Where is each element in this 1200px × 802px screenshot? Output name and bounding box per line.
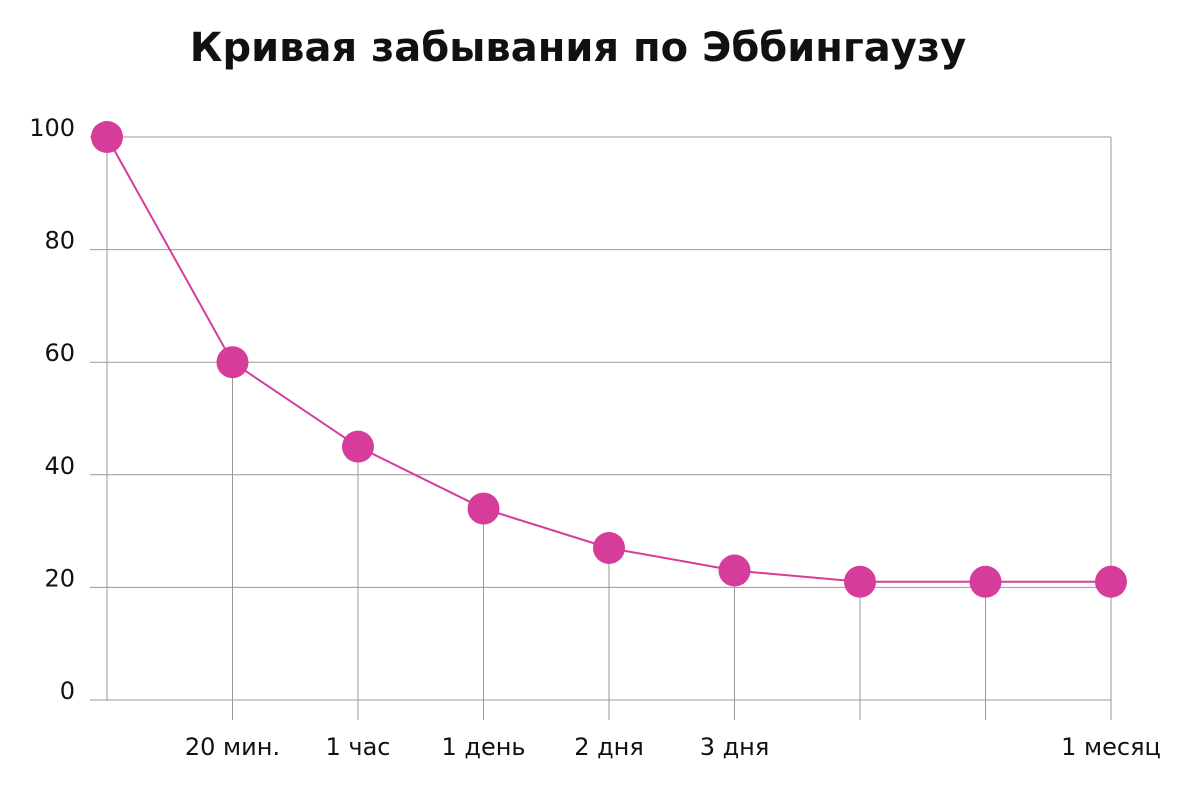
y-tick-label: 100 (29, 114, 75, 142)
x-tick-label: 2 дня (574, 733, 644, 761)
y-tick-label: 20 (44, 564, 75, 592)
x-tick-label: 3 дня (700, 733, 770, 761)
point (91, 121, 123, 153)
point (1095, 565, 1127, 598)
point (467, 492, 500, 525)
point (844, 565, 876, 598)
point (969, 565, 1002, 598)
point (216, 346, 249, 379)
line (106, 136, 1111, 583)
x-tick-label: 1 час (326, 733, 391, 761)
y-tick-label: 80 (44, 227, 75, 255)
y-tick-label: 0 (60, 677, 75, 705)
y-tick-label: 60 (44, 339, 75, 367)
x-tick-label: 1 день (441, 733, 525, 761)
point (718, 554, 751, 587)
y-tick-label: 40 (44, 452, 75, 480)
x-tick-label: 1 месяц (1061, 733, 1161, 761)
point (342, 430, 374, 463)
point (593, 531, 625, 564)
chart-title: Кривая забывания по Эббингаузу (190, 25, 966, 71)
x-tick-label: 20 мин. (185, 733, 280, 761)
